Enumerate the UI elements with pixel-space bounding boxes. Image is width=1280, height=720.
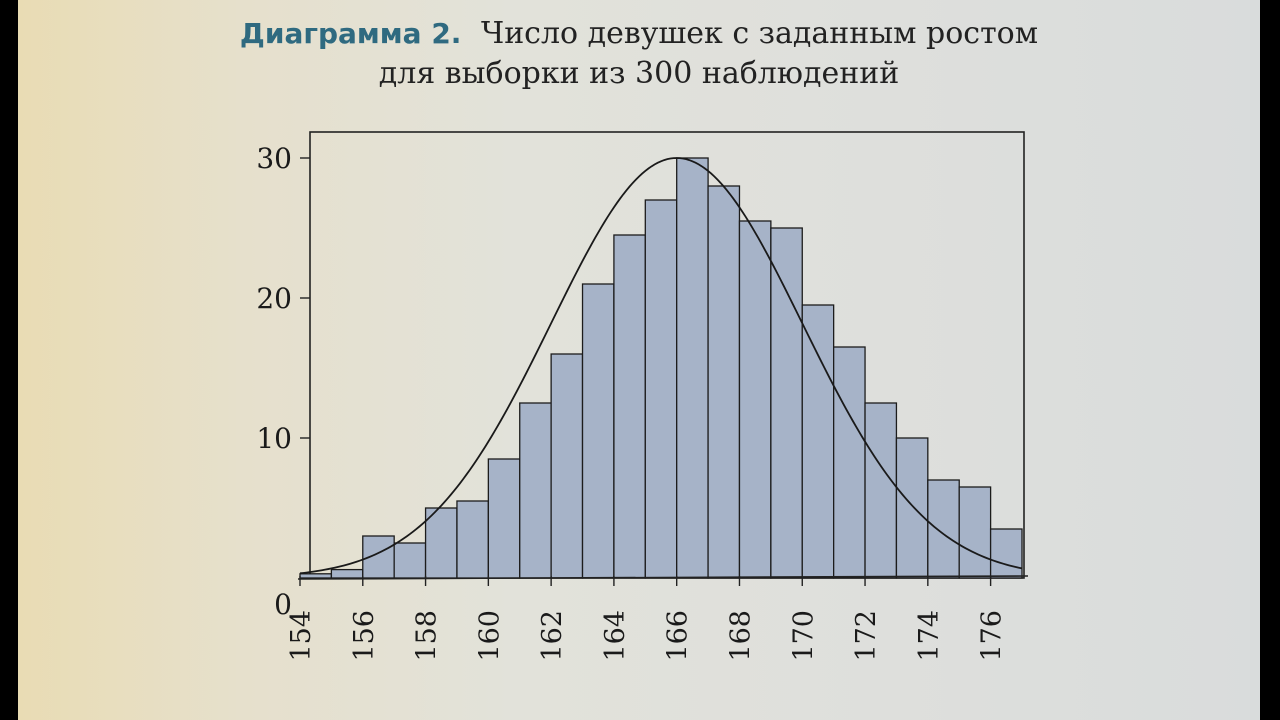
histogram-bar (833, 346, 866, 579)
histogram-bar (801, 304, 835, 579)
histogram-bar (519, 402, 552, 579)
x-tick-label: 162 (537, 610, 568, 662)
histogram-bar (393, 542, 427, 579)
histogram-bar (487, 458, 521, 579)
histogram-bar (456, 500, 489, 579)
x-tick-label: 176 (977, 610, 1008, 662)
normal-curve (299, 157, 1023, 575)
histogram-bar (770, 227, 803, 579)
x-tick-label: 168 (725, 610, 756, 662)
figure-title-line1: Число девушек с заданным ростом (481, 16, 1039, 51)
histogram-bar (989, 528, 1023, 579)
histogram-bar (707, 185, 741, 579)
figure-title-line2: для выборки из 300 наблюдений (378, 56, 900, 91)
histogram-bar (895, 437, 929, 579)
x-tick-label: 164 (600, 610, 631, 662)
x-tick-label: 174 (914, 610, 945, 662)
x-tick-label: 160 (474, 610, 505, 662)
histogram-bar (550, 353, 584, 579)
histogram-bar (644, 199, 678, 579)
histogram-bar (864, 402, 898, 579)
y-tick-label: 20 (256, 282, 292, 315)
x-tick-label: 156 (349, 610, 380, 662)
histogram-bar (958, 486, 992, 579)
y-tick-label: 0 (274, 588, 292, 621)
x-axis-line (297, 575, 1029, 580)
histogram-bar (676, 157, 709, 579)
y-tick-label: 10 (256, 422, 292, 455)
histogram-bar (330, 568, 364, 579)
figure-label: Диаграмма 2. (239, 17, 462, 50)
x-tick-label: 166 (663, 610, 694, 662)
textbook-page: Диаграмма 2. Число девушек с заданным ро… (18, 0, 1260, 720)
y-tick-label: 30 (256, 142, 292, 175)
histogram-bar (299, 573, 333, 579)
histogram-bar (581, 283, 615, 579)
histogram-bar (738, 220, 772, 579)
x-tick-label: 158 (412, 610, 443, 662)
histogram-bar (927, 479, 960, 579)
x-tick-label: 154 (286, 610, 317, 662)
x-tick-label: 172 (851, 610, 882, 662)
histogram-bar (613, 234, 646, 579)
figure-title: Диаграмма 2. Число девушек с заданным ро… (18, 14, 1260, 94)
x-tick-label: 170 (788, 610, 819, 662)
histogram-bar (424, 507, 458, 579)
